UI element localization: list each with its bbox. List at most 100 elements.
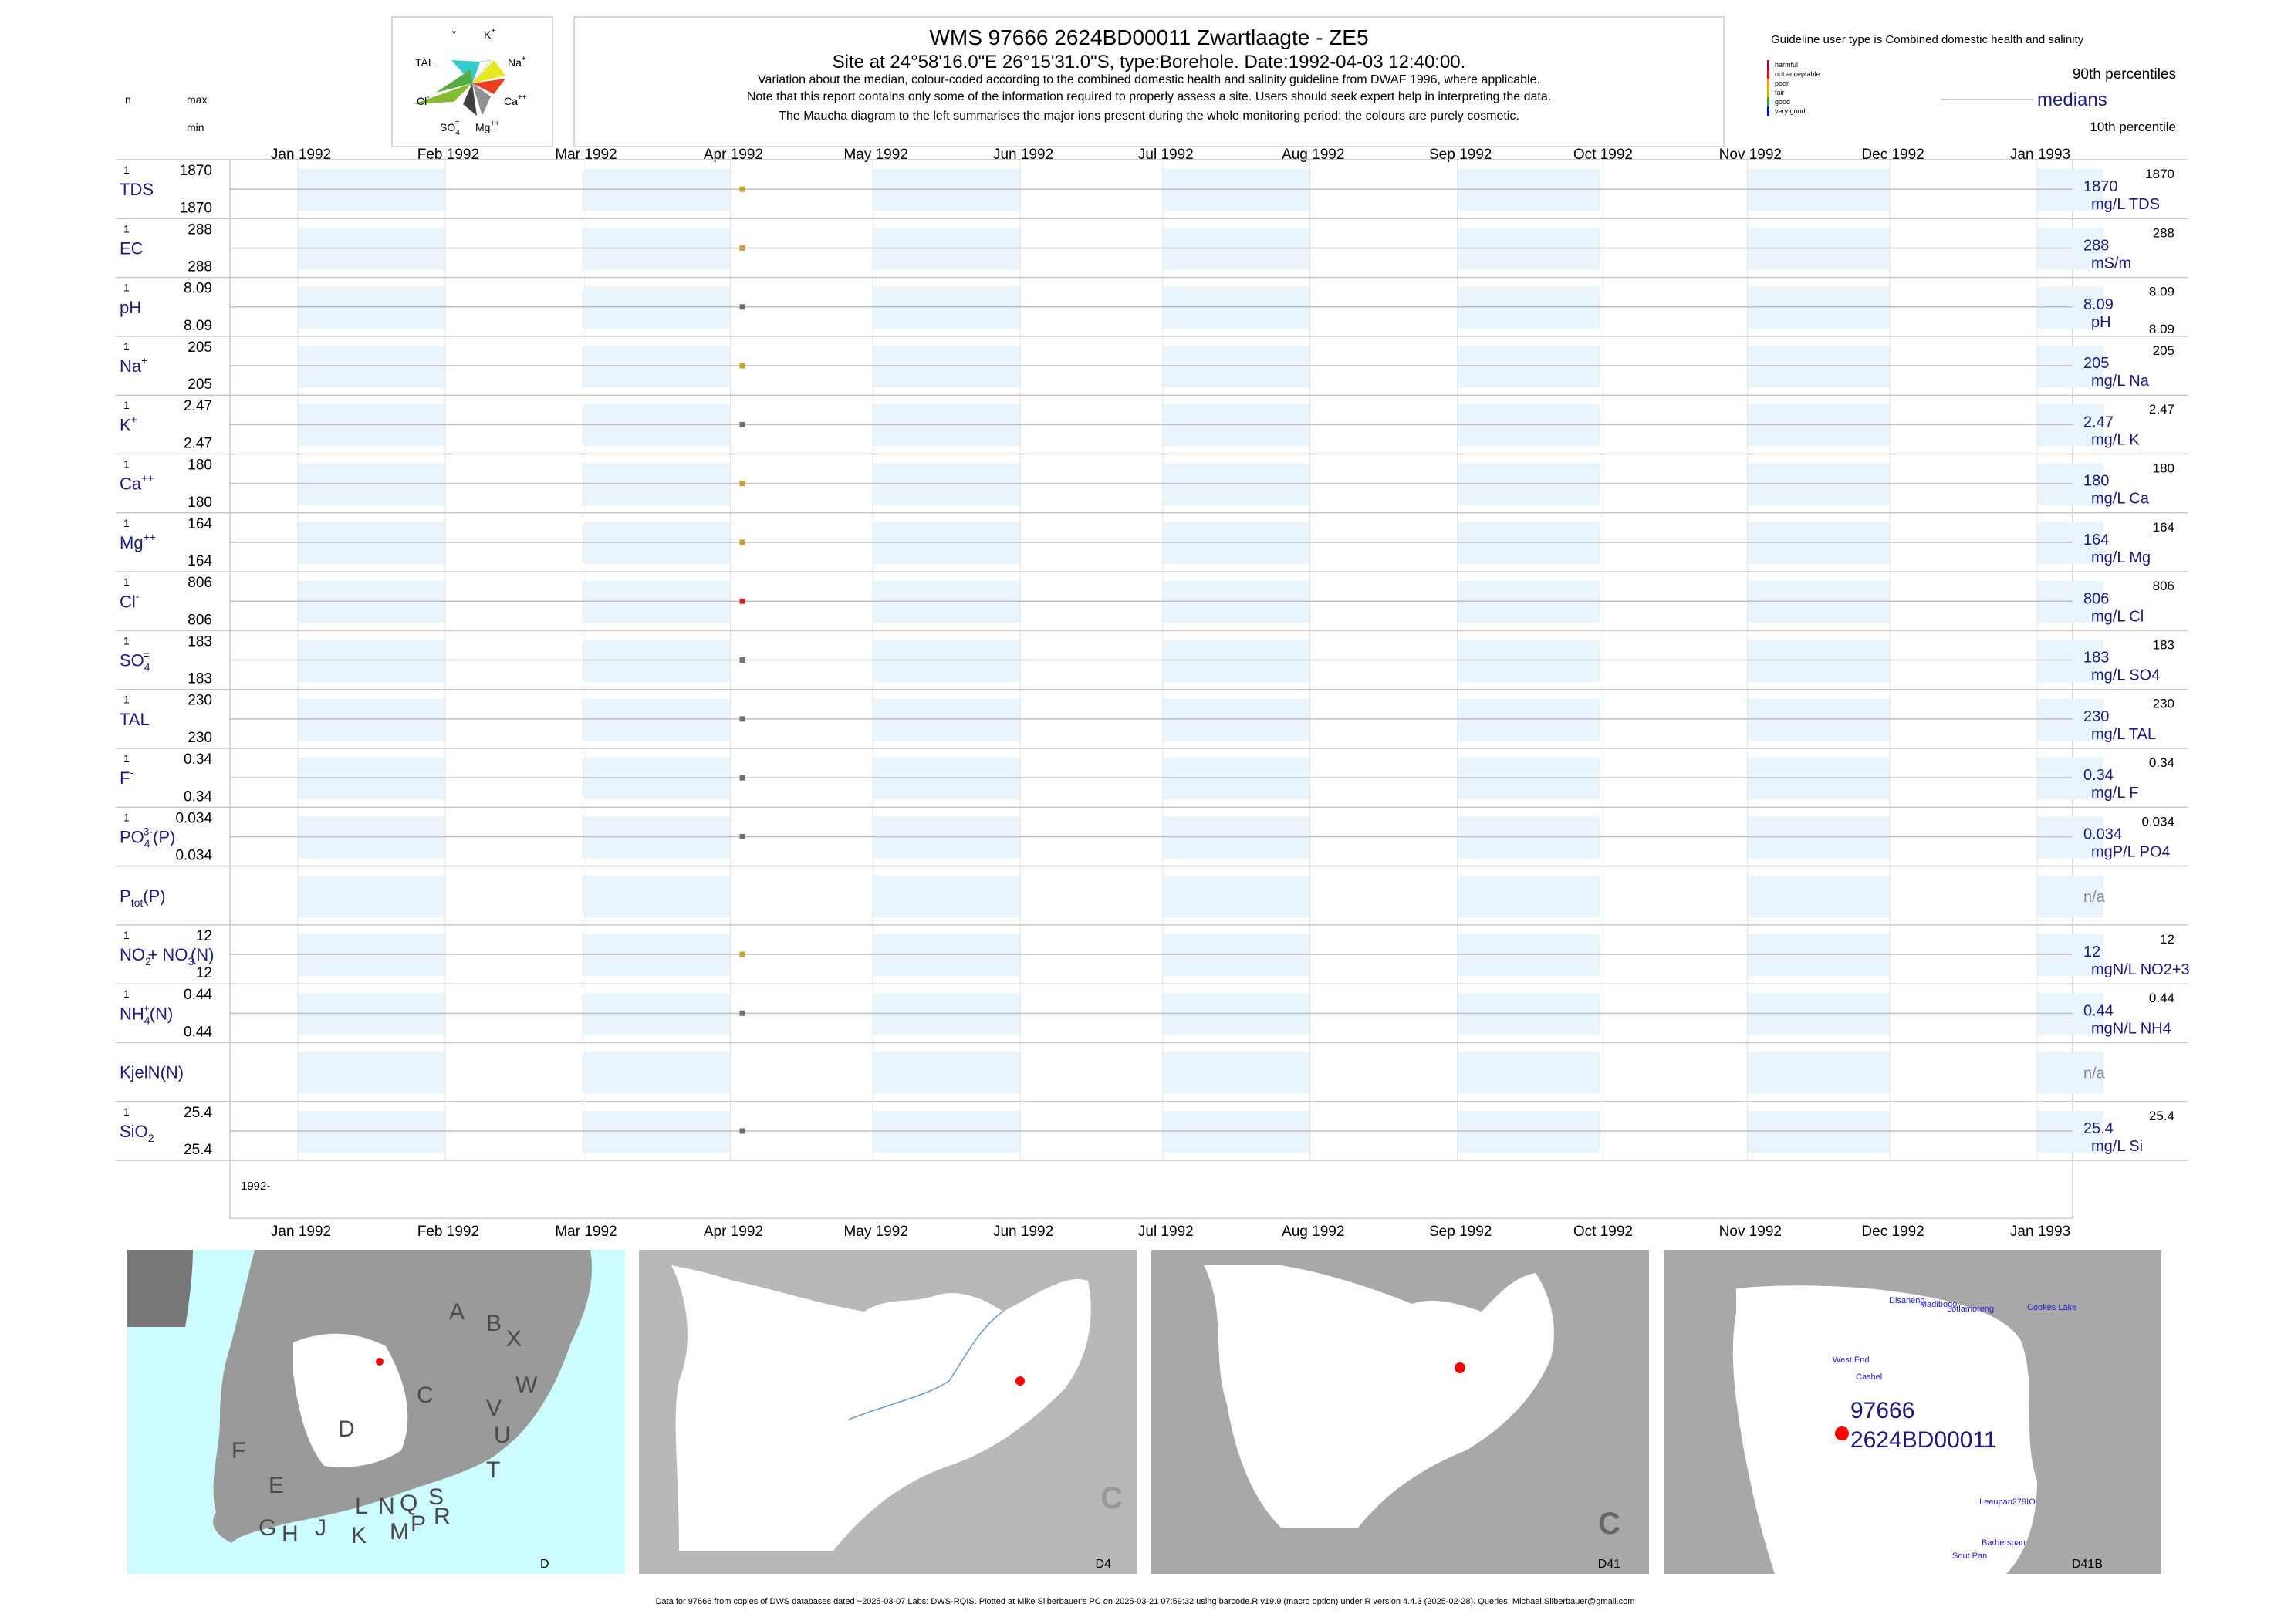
month-band — [2037, 345, 2103, 388]
month-band — [2037, 816, 2103, 859]
row-label: SO4= — [120, 649, 150, 674]
month-band — [873, 404, 1021, 447]
map-d-region-letter: V — [486, 1396, 502, 1421]
month-label-bottom: Mar 1992 — [555, 1224, 617, 1240]
month-band — [298, 404, 445, 447]
guideline-level-swatch — [1767, 106, 1769, 116]
row-n: 1 — [123, 988, 130, 1000]
month-band — [1162, 758, 1310, 800]
month-band — [1162, 345, 1310, 388]
guideline-level-label: very good — [1775, 107, 1806, 115]
month-band — [1457, 169, 1600, 211]
row-median: 180 — [2083, 473, 2109, 490]
month-band — [298, 522, 445, 565]
row-min: 0.44 — [184, 1025, 212, 1041]
month-band — [583, 404, 731, 447]
month-band — [1457, 993, 1600, 1035]
month-band — [1457, 463, 1600, 505]
map-d-region-letter: A — [449, 1299, 465, 1325]
row-max: 12 — [196, 928, 212, 944]
row-max: 164 — [188, 516, 212, 532]
row-label: Mg++ — [120, 531, 156, 552]
map-d41b-site-marker — [1835, 1426, 1849, 1440]
month-band — [1162, 640, 1310, 682]
row-label: TDS — [120, 180, 154, 199]
row-n: 1 — [123, 399, 130, 411]
row-unit: mg/L Mg — [2091, 549, 2151, 566]
map-d-region-letter: P — [411, 1511, 426, 1537]
guideline-level-swatch — [1767, 69, 1769, 79]
guideline-level-swatch — [1767, 97, 1769, 106]
month-band — [1162, 463, 1310, 505]
title-block: WMS 97666 2624BD00011 Zwartlaagte - ZE5 … — [573, 16, 1725, 147]
map-panel-d4: C D4 — [639, 1250, 1137, 1574]
data-point — [739, 775, 745, 781]
month-band — [583, 875, 731, 917]
map-place-label: West End — [1833, 1356, 1870, 1365]
month-band — [2037, 581, 2103, 623]
month-band — [1747, 698, 1891, 741]
month-band — [873, 169, 1021, 211]
month-band — [583, 463, 731, 505]
row-n: 1 — [123, 694, 130, 706]
row-unit: mg/L F — [2091, 785, 2139, 802]
row-n: 1 — [123, 752, 130, 765]
month-label-bottom: Jun 1992 — [993, 1224, 1053, 1240]
map-d-region-letter: S — [428, 1484, 444, 1510]
row-n: 1 — [123, 929, 130, 941]
row-p10: 8.09 — [2149, 322, 2174, 336]
row-median: 1870 — [2083, 178, 2118, 195]
month-band — [298, 1110, 445, 1153]
month-band — [1457, 875, 1600, 917]
month-band — [298, 286, 445, 329]
row-min: 8.09 — [184, 318, 212, 334]
row-n: 1 — [123, 222, 130, 235]
month-band — [2037, 640, 2103, 682]
month-label-top: Jan 1993 — [2010, 147, 2070, 163]
month-band — [873, 522, 1021, 565]
row-min: 230 — [188, 730, 212, 746]
month-band — [1747, 345, 1891, 388]
row-n: 1 — [123, 164, 130, 176]
row-label: F- — [120, 766, 133, 788]
map-d41b-station-id: 97666 — [1850, 1398, 1914, 1423]
month-band — [1162, 286, 1310, 329]
month-band — [1457, 934, 1600, 977]
month-band — [873, 698, 1021, 741]
map-place-label: Disaneng — [1889, 1296, 1924, 1305]
month-label-top: Oct 1992 — [1573, 147, 1633, 163]
month-band — [1747, 286, 1891, 329]
map-panel-d: D — [127, 1250, 625, 1574]
map-d-region-letter: U — [494, 1423, 511, 1448]
row-label: Ca++ — [120, 472, 154, 494]
month-band — [1457, 816, 1600, 859]
month-label-bottom: May 1992 — [843, 1224, 907, 1240]
row-min: 0.034 — [175, 848, 212, 864]
guideline-level-label: not acceptable — [1775, 70, 1820, 78]
row-p90: 0.44 — [2149, 991, 2174, 1005]
map-place-label: Barberspan — [1982, 1538, 2026, 1548]
row-unit: mg/L TAL — [2091, 726, 2156, 743]
legend-p10: 10th percentile — [2090, 120, 2176, 134]
data-point — [739, 539, 745, 545]
month-band — [873, 463, 1021, 505]
month-band — [298, 816, 445, 859]
data-point — [739, 598, 745, 604]
maucha-label-tal: TAL — [415, 56, 434, 69]
row-n: 1 — [123, 340, 130, 353]
map-d-region-letter: B — [486, 1311, 502, 1336]
row-max: 183 — [188, 633, 212, 650]
month-band — [583, 1110, 731, 1153]
row-n: 1 — [123, 576, 130, 588]
map-d-region-letter: D — [338, 1416, 355, 1442]
map-d41-region-label: C — [1598, 1507, 1620, 1541]
row-label: KjelN(N) — [120, 1063, 184, 1082]
legend-p90: 90th percentiles — [2073, 66, 2176, 83]
month-band — [2037, 934, 2103, 977]
map-d41-label: D41 — [1598, 1558, 1620, 1571]
month-band — [1747, 1052, 1891, 1094]
data-point — [739, 363, 745, 369]
map-place-label: Leeupan279IO — [1979, 1497, 2036, 1507]
row-unit: mg/L TDS — [2091, 196, 2160, 213]
